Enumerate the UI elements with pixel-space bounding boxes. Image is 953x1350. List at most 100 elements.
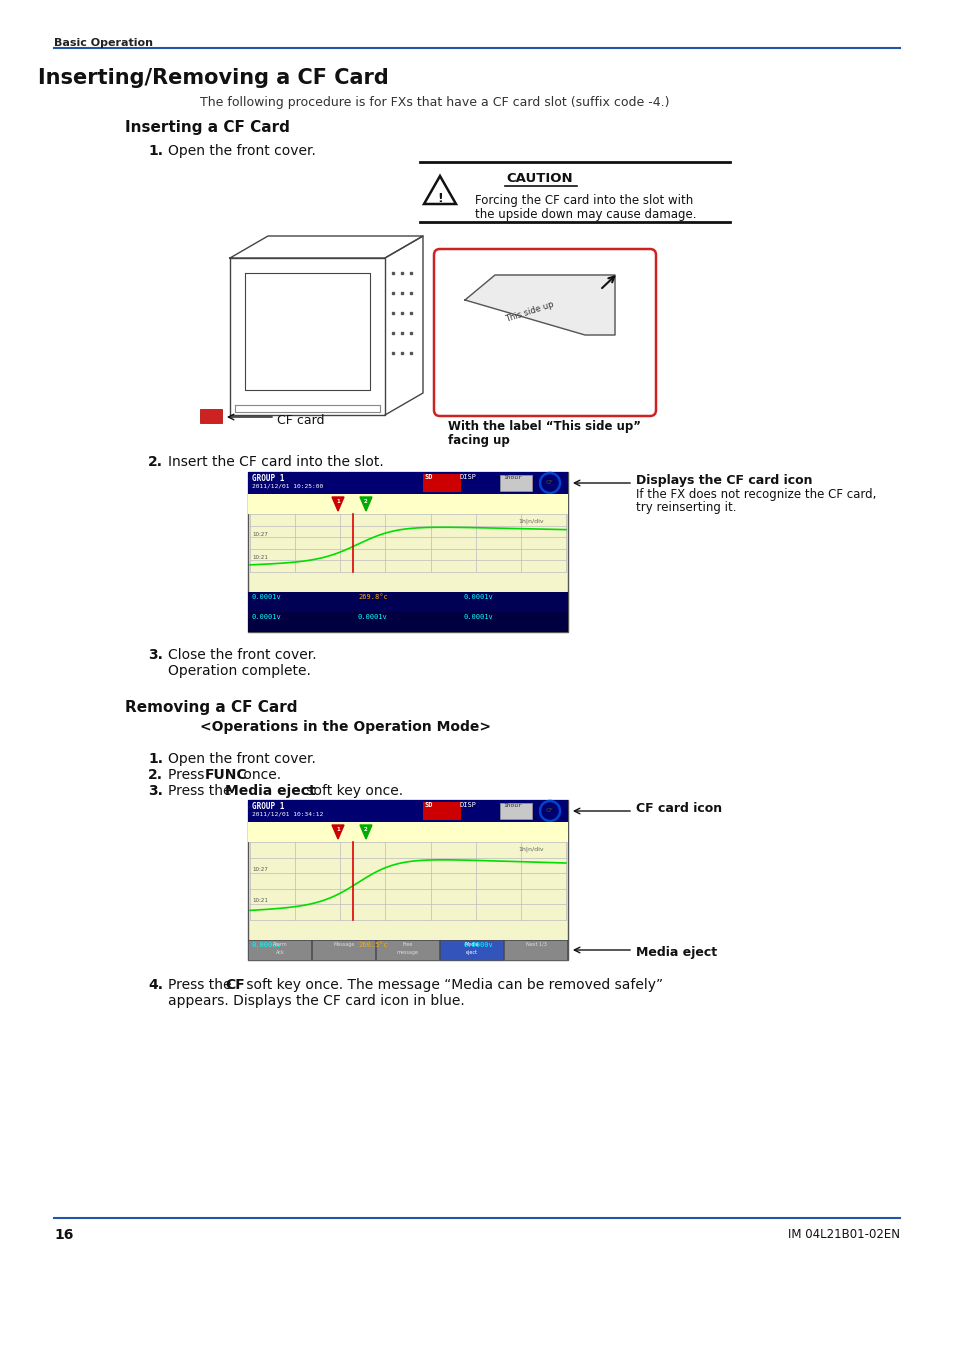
Text: 0.0001v: 0.0001v	[463, 614, 494, 620]
Polygon shape	[359, 825, 372, 838]
Text: Open the front cover.: Open the front cover.	[168, 752, 315, 765]
Text: 1h|n/div: 1h|n/div	[517, 518, 543, 524]
Bar	[503, 940, 566, 960]
Text: SD: SD	[424, 802, 433, 809]
Bar	[200, 409, 222, 423]
Text: soft key once. The message “Media can be removed safely”: soft key once. The message “Media can be…	[242, 977, 662, 992]
Text: 260.5°c: 260.5°c	[357, 942, 387, 948]
Bar	[248, 593, 567, 612]
Text: Media eject: Media eject	[636, 946, 717, 958]
Text: CF: CF	[225, 977, 245, 992]
Text: 2011/12/01 10:25:00: 2011/12/01 10:25:00	[252, 485, 323, 489]
Text: 4.: 4.	[148, 977, 163, 992]
Text: SD: SD	[424, 474, 433, 481]
Text: Close the front cover.: Close the front cover.	[168, 648, 316, 662]
Bar	[312, 940, 375, 960]
Text: 2.: 2.	[148, 768, 163, 782]
Text: 1: 1	[335, 500, 339, 504]
Text: FUNC: FUNC	[205, 768, 248, 782]
Text: 1.: 1.	[148, 752, 163, 765]
Text: 10:21: 10:21	[252, 555, 268, 560]
FancyBboxPatch shape	[434, 248, 656, 416]
Text: CF card: CF card	[276, 414, 324, 427]
Text: 1h|n/div: 1h|n/div	[517, 846, 543, 852]
Bar	[248, 472, 567, 494]
Text: 0.0001v: 0.0001v	[252, 594, 281, 599]
Bar	[439, 940, 502, 960]
Text: CAUTION: CAUTION	[506, 171, 573, 185]
Text: 3.: 3.	[148, 648, 163, 662]
Polygon shape	[332, 825, 344, 838]
Bar	[248, 472, 567, 632]
Text: 0.0001v: 0.0001v	[357, 614, 387, 620]
Bar	[499, 475, 532, 491]
Bar	[422, 474, 460, 491]
Text: Inserting/Removing a CF Card: Inserting/Removing a CF Card	[38, 68, 388, 88]
Text: GROUP 1: GROUP 1	[252, 474, 284, 483]
Text: Next 1/3: Next 1/3	[525, 942, 546, 946]
Text: 0.0001v: 0.0001v	[463, 594, 494, 599]
Text: the upside down may cause damage.: the upside down may cause damage.	[475, 208, 696, 221]
Text: soft key once.: soft key once.	[302, 784, 403, 798]
Polygon shape	[464, 275, 615, 335]
Text: message: message	[396, 950, 418, 954]
Text: 0.0001v: 0.0001v	[252, 614, 281, 620]
Text: Message: Message	[333, 942, 355, 946]
Text: Forcing the CF card into the slot with: Forcing the CF card into the slot with	[475, 194, 693, 207]
Bar	[248, 822, 567, 842]
Text: 1: 1	[335, 828, 339, 832]
Text: GROUP 1: GROUP 1	[252, 802, 284, 811]
Text: Insert the CF card into the slot.: Insert the CF card into the slot.	[168, 455, 383, 468]
Text: 16: 16	[54, 1228, 73, 1242]
Text: 2: 2	[364, 500, 368, 504]
Text: 10:27: 10:27	[252, 532, 268, 537]
Text: DISP: DISP	[459, 802, 476, 809]
Polygon shape	[359, 497, 372, 512]
Text: Alarm: Alarm	[273, 942, 287, 946]
Bar	[248, 940, 311, 960]
Text: CF: CF	[545, 809, 554, 814]
Text: 2: 2	[364, 828, 368, 832]
Text: 3.: 3.	[148, 784, 163, 798]
Bar	[248, 494, 567, 514]
Text: Media: Media	[464, 942, 478, 946]
Text: !: !	[436, 192, 442, 205]
Text: Press the: Press the	[168, 977, 235, 992]
Text: With the label “This side up”: With the label “This side up”	[448, 420, 640, 433]
Text: 269.8°c: 269.8°c	[357, 594, 387, 599]
Text: CF: CF	[545, 481, 554, 486]
Text: 2.: 2.	[148, 455, 163, 468]
Bar	[499, 803, 532, 819]
Text: CF card icon: CF card icon	[636, 802, 721, 815]
Bar	[422, 802, 460, 819]
Text: This side up: This side up	[504, 300, 555, 324]
Text: facing up: facing up	[448, 433, 509, 447]
Text: 2011/12/01 10:34:12: 2011/12/01 10:34:12	[252, 811, 323, 817]
Text: <Operations in the Operation Mode>: <Operations in the Operation Mode>	[200, 720, 491, 734]
Bar	[248, 801, 567, 822]
Text: Ack: Ack	[275, 950, 284, 954]
Text: Free: Free	[402, 942, 413, 946]
Text: 1hour: 1hour	[502, 475, 521, 481]
Text: eject: eject	[465, 950, 477, 954]
Text: If the FX does not recognize the CF card,: If the FX does not recognize the CF card…	[636, 487, 876, 501]
Text: Removing a CF Card: Removing a CF Card	[125, 701, 297, 716]
Text: The following procedure is for FXs that have a CF card slot (suffix code -4.): The following procedure is for FXs that …	[200, 96, 669, 109]
Text: Media eject: Media eject	[225, 784, 315, 798]
Bar	[375, 940, 438, 960]
Bar	[248, 940, 567, 960]
Bar	[248, 612, 567, 632]
Text: Operation complete.: Operation complete.	[168, 664, 311, 678]
Text: Open the front cover.: Open the front cover.	[168, 144, 315, 158]
Text: Press the: Press the	[168, 784, 235, 798]
Text: try reinserting it.: try reinserting it.	[636, 501, 736, 514]
Text: 1.: 1.	[148, 144, 163, 158]
Text: Basic Operation: Basic Operation	[54, 38, 152, 49]
Text: Inserting a CF Card: Inserting a CF Card	[125, 120, 290, 135]
Text: 0.0000v: 0.0000v	[463, 942, 494, 948]
Polygon shape	[332, 497, 344, 512]
Text: 10:27: 10:27	[252, 867, 268, 872]
Text: Press: Press	[168, 768, 209, 782]
Bar	[248, 940, 567, 960]
Text: 1hour: 1hour	[502, 803, 521, 809]
